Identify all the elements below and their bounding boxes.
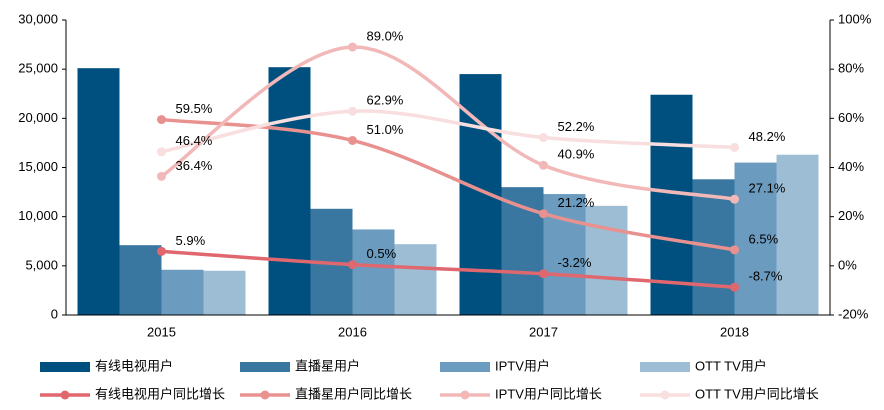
bar (77, 68, 120, 315)
legend-label: 有线电视用户同比增长 (95, 386, 225, 401)
legend-swatch (240, 362, 290, 372)
bar (585, 205, 628, 315)
line-point (730, 282, 739, 292)
bar (119, 245, 162, 315)
line-point (539, 160, 548, 170)
line-point (539, 269, 548, 279)
y2-tick-label: 20% (838, 208, 864, 223)
data-label: 5.9% (176, 233, 206, 248)
y2-tick-label: 100% (838, 11, 872, 26)
x-tick-label: 2016 (338, 324, 367, 339)
data-label: 36.4% (176, 158, 213, 173)
y-tick-label: 25,000 (18, 61, 58, 76)
line (161, 249, 735, 289)
legend-swatch (460, 390, 470, 400)
bar (650, 94, 693, 315)
legend-swatch (260, 390, 270, 400)
line-point (348, 135, 357, 145)
y2-tick-label: 0% (838, 257, 857, 272)
line-point (157, 115, 166, 125)
y2-tick-label: 40% (838, 159, 864, 174)
data-label: 52.2% (558, 119, 595, 134)
y-tick-label: 15,000 (18, 159, 58, 174)
line-point (730, 194, 739, 204)
legend-label: 直播星用户同比增长 (295, 386, 412, 401)
bar (268, 67, 311, 315)
line (161, 109, 735, 154)
line-point (157, 171, 166, 181)
x-tick-label: 2015 (147, 324, 176, 339)
bar (776, 154, 819, 315)
line-point (157, 147, 166, 157)
y-tick-label: 30,000 (18, 11, 58, 26)
y-tick-label: 20,000 (18, 110, 58, 125)
legend-label: IPTV用户 (495, 358, 550, 373)
legend-swatch (640, 362, 690, 372)
line-point (348, 42, 357, 52)
legend-label: OTT TV用户同比增长 (695, 386, 819, 401)
line-point (730, 245, 739, 255)
legend-label: 直播星用户 (295, 358, 360, 373)
data-label: 62.9% (367, 93, 404, 108)
data-label: 6.5% (749, 231, 779, 246)
line-point (539, 133, 548, 143)
data-label: 27.1% (749, 181, 786, 196)
legend-swatch (40, 362, 90, 372)
data-label: 48.2% (749, 129, 786, 144)
data-label: -3.2% (558, 255, 592, 270)
y-tick-label: 5,000 (25, 257, 58, 272)
bar (161, 269, 204, 315)
y-tick-label: 10,000 (18, 208, 58, 223)
line-point (157, 246, 166, 256)
data-label: 21.2% (558, 195, 595, 210)
x-tick-label: 2017 (529, 324, 558, 339)
y2-tick-label: 60% (838, 110, 864, 125)
data-label: 40.9% (558, 147, 595, 162)
line (160, 45, 735, 201)
y-tick-label: 0 (51, 306, 58, 321)
data-label: -8.7% (749, 269, 783, 284)
legend-swatch (660, 390, 670, 400)
bar (352, 229, 395, 315)
legend-swatch (60, 390, 70, 400)
line-point (539, 209, 548, 219)
data-label: 46.4% (176, 133, 213, 148)
y2-tick-label: 80% (838, 61, 864, 76)
line-point (348, 106, 357, 116)
y2-tick-label: -20% (838, 306, 869, 321)
x-tick-label: 2018 (720, 324, 749, 339)
line-point (730, 142, 739, 152)
legend-label: 有线电视用户 (95, 358, 173, 373)
line (161, 117, 735, 252)
bar (734, 162, 777, 315)
data-label: 0.5% (367, 246, 397, 261)
bar (203, 270, 246, 315)
legend-label: OTT TV用户 (695, 358, 767, 373)
legend-swatch (440, 362, 490, 372)
bar (394, 244, 437, 315)
data-label: 51.0% (367, 122, 404, 137)
legend-label: IPTV用户同比增长 (495, 386, 602, 401)
data-label: 59.5% (176, 101, 213, 116)
line-point (348, 260, 357, 270)
data-label: 89.0% (367, 28, 404, 43)
